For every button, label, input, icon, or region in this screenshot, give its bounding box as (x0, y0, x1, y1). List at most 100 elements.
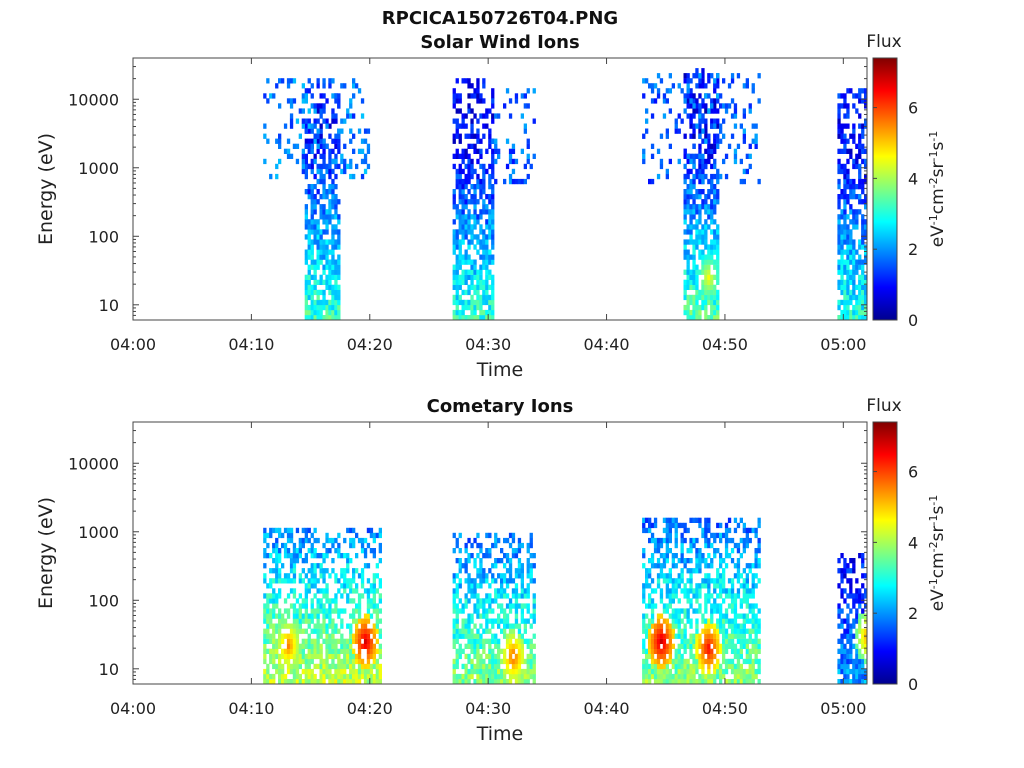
spectrogram-cell (704, 274, 708, 280)
spectrogram-cell (713, 628, 717, 634)
spectrogram-cell (713, 83, 717, 89)
spectrogram-cell (266, 648, 270, 654)
spectrogram-cell (855, 315, 859, 321)
spectrogram-cell (286, 679, 291, 685)
spectrogram-cell (855, 679, 859, 685)
spectrogram-cell (310, 542, 314, 549)
spectrogram-cell (855, 194, 859, 200)
spectrogram-cell (485, 168, 489, 175)
spectrogram-cell (316, 304, 320, 311)
spectrogram-cell (707, 284, 711, 290)
spectrogram-cell (295, 558, 300, 564)
spectrogram-cell (698, 315, 702, 321)
spectrogram-cell (343, 537, 347, 544)
spectrogram-cell (322, 299, 326, 306)
spectrogram-cell (304, 204, 308, 210)
spectrogram-cell (378, 548, 382, 554)
spectrogram-cell (653, 658, 658, 665)
spectrogram-cell (467, 189, 471, 195)
spectrogram-cell (488, 679, 492, 685)
spectrogram-cell (745, 527, 749, 534)
spectrogram-cell (488, 548, 492, 554)
spectrogram-cell (704, 244, 708, 250)
spectrogram-cell (526, 679, 530, 685)
spectrogram-cell (692, 673, 696, 680)
spectrogram-cell (325, 628, 329, 634)
spectrogram-cell (372, 598, 376, 604)
spectrogram-cell (470, 294, 474, 301)
spectrogram-cell (727, 603, 732, 609)
spectrogram-cell (470, 214, 474, 220)
spectrogram-cell (479, 194, 483, 200)
spectrogram-cell (292, 578, 297, 584)
spectrogram-cell (313, 673, 317, 680)
spectrogram-cell (656, 643, 661, 649)
spectrogram-cell (659, 653, 664, 660)
spectrogram-cell (662, 603, 667, 609)
spectrogram-cell (491, 138, 495, 144)
spectrogram-cell (698, 143, 702, 149)
spectrogram-cell (355, 638, 359, 644)
spectrogram-cell (470, 163, 474, 170)
spectrogram-cell (337, 133, 341, 139)
spectrogram-cell (710, 294, 714, 301)
spectrogram-cell (357, 88, 362, 94)
spectrogram-cell (310, 628, 314, 634)
spectrogram-cell (369, 638, 374, 644)
spectrogram-cell (313, 138, 317, 144)
spectrogram-cell (337, 284, 341, 290)
spectrogram-cell (683, 527, 687, 534)
spectrogram-cell (837, 658, 841, 665)
spectrogram-cell (491, 93, 495, 99)
spectrogram-cell (298, 628, 302, 634)
spectrogram-cell (464, 304, 468, 311)
spectrogram-cell (464, 643, 468, 649)
spectrogram-cell (719, 588, 723, 594)
spectrogram-cell (325, 304, 329, 311)
spectrogram-cell (665, 532, 669, 539)
spectrogram-cell (698, 254, 702, 260)
spectrogram-cell (704, 254, 708, 260)
spectrogram-cell (858, 315, 862, 321)
spectrogram-cell (455, 279, 459, 285)
spectrogram-cell (503, 653, 507, 660)
spectrogram-cell (695, 553, 699, 559)
spectrogram-cell (281, 623, 285, 629)
spectrogram-cell (653, 648, 658, 654)
spectrogram-cell (295, 118, 300, 124)
spectrogram-cell (295, 548, 300, 554)
spectrogram-cell (648, 522, 652, 529)
spectrogram-cell (313, 184, 317, 190)
spectrogram-cell (692, 73, 696, 79)
spectrogram-cell (334, 673, 338, 680)
spectrogram-cell (662, 663, 667, 670)
spectrogram-cell (491, 542, 495, 549)
spectrogram-cell (727, 638, 732, 644)
spectrogram-cell (864, 309, 868, 316)
spectrogram-cell (289, 563, 294, 569)
spectrogram-cell (701, 68, 705, 74)
spectrogram-cell (698, 643, 702, 649)
spectrogram-cell (724, 628, 729, 634)
spectrogram-cell (286, 548, 291, 554)
spectrogram-cell (520, 573, 524, 579)
spectrogram-cell (464, 663, 468, 670)
spectrogram-cell (337, 199, 341, 205)
spectrogram-cell (742, 113, 746, 119)
spectrogram-cell (733, 593, 738, 599)
spectrogram-cell (464, 593, 468, 599)
spectrogram-cell (514, 593, 519, 599)
spectrogram-cell (334, 133, 338, 139)
spectrogram-cell (464, 249, 468, 255)
spectrogram-cell (861, 315, 865, 321)
spectrogram-cell (473, 537, 477, 544)
spectrogram-cell (840, 249, 844, 255)
spectrogram-cell (713, 274, 717, 280)
spectrogram-cell (671, 563, 675, 569)
spectrogram-cell (648, 593, 652, 599)
spectrogram-cell (716, 668, 720, 675)
spectrogram-cell (325, 163, 329, 170)
spectrogram-cell (479, 315, 483, 321)
spectrogram-cell (286, 633, 291, 639)
